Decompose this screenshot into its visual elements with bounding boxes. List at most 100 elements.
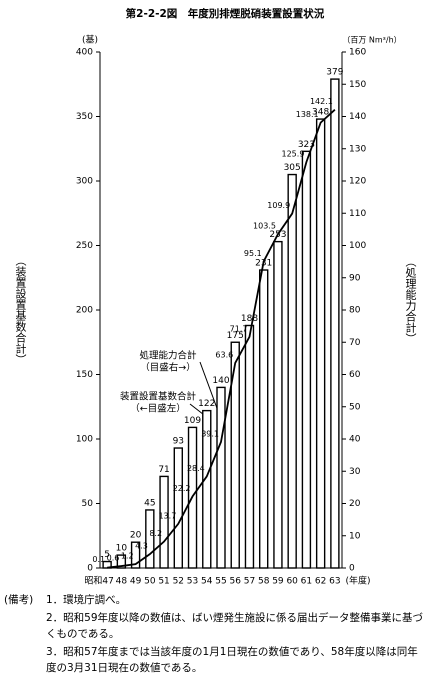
y2-tick-label: 0 — [349, 564, 355, 574]
line — [107, 109, 336, 569]
bar-value-label: 140 — [212, 376, 229, 386]
x-tick-label: 54 — [201, 577, 213, 587]
line-value-label: 39.1 — [201, 429, 219, 438]
bar — [330, 78, 340, 569]
note: 2．昭和59年度以降の数値は、ばい煙発生施設に係る届出データ整備事業に基づくもの… — [46, 612, 424, 640]
x-tick-label: 50 — [144, 577, 156, 587]
line-value-label: 0.1 — [92, 555, 105, 564]
annotation-name: 装置設置基数合計 — [120, 391, 197, 403]
bar — [315, 118, 326, 569]
bar — [301, 150, 312, 569]
y-tick-label: 200 — [76, 306, 93, 316]
annotation-note: （目盛右→） — [140, 362, 195, 374]
bar-value-label: 305 — [284, 163, 301, 173]
bar — [216, 386, 226, 569]
y-tick-label: 400 — [76, 48, 93, 58]
line-value-label: 138.1 — [296, 110, 319, 119]
bar-value-label: 348 — [312, 108, 329, 118]
y2-tick-label: 40 — [349, 435, 361, 445]
y2-tick-label: 100 — [349, 241, 366, 251]
bar-value-label: 20 — [130, 531, 142, 541]
bar — [130, 541, 141, 569]
line-value-label: 109.9 — [267, 201, 290, 210]
y2-tick-label: 10 — [349, 531, 361, 541]
y2-tick-label: 130 — [349, 144, 366, 154]
line-value-label: 0.6 — [107, 554, 120, 563]
y-tick-label: 100 — [76, 435, 93, 445]
line-value-label: 13.7 — [158, 511, 176, 520]
bar — [259, 269, 269, 569]
line-value-label: 63.6 — [215, 350, 233, 359]
line-value-label: 95.1 — [244, 249, 262, 258]
line-value-label: 103.5 — [253, 222, 276, 231]
line-value-label: 28.4 — [187, 464, 205, 473]
note: (備考) — [4, 594, 34, 606]
bar — [202, 409, 212, 569]
y2-tick-label: 60 — [349, 370, 361, 380]
y-tick-label: 0 — [87, 564, 93, 574]
bar — [230, 341, 240, 569]
bar — [145, 509, 155, 569]
line-value-label: 142.1 — [310, 97, 333, 106]
y2-tick-label: 50 — [349, 402, 361, 412]
x-tick-label: 60 — [286, 577, 298, 587]
x-tick-label: 56 — [230, 577, 242, 587]
y-tick-label: 350 — [76, 112, 93, 122]
y-unit: (基) — [82, 34, 98, 46]
y2-unit: （百万 Nm³/h） — [342, 36, 401, 45]
bar-value-label: 45 — [144, 498, 155, 508]
y2-tick-label: 30 — [349, 467, 361, 477]
bar — [287, 173, 297, 569]
y2-tick-label: 140 — [349, 112, 366, 122]
line-value-label: 22.2 — [173, 484, 191, 493]
x-tick-label: 52 — [173, 577, 184, 587]
x-tick-label: 61 — [301, 577, 312, 587]
bar — [116, 554, 127, 569]
bar — [159, 475, 169, 569]
x-tick-label: 59 — [272, 577, 284, 587]
bar-value-label: 5 — [104, 550, 110, 560]
x-tick-label: 48 — [116, 577, 128, 587]
chart: 第2-2-2図 年度別排煙脱硝装置設置状況 (基) （百万 Nm³/h） （装置… — [14, 7, 417, 587]
bar-value-label: 10 — [116, 544, 128, 554]
y2-tick-label: 90 — [349, 273, 361, 283]
x-tick-label: 昭和47 — [84, 576, 113, 587]
x-tick-label: 63 — [329, 577, 340, 587]
y-tick-label: 50 — [82, 499, 94, 509]
annotation-name: 処理能力合計 — [139, 350, 197, 362]
bar — [173, 447, 183, 569]
bar — [273, 240, 283, 569]
x-tick-label: 49 — [130, 577, 142, 587]
bar-value-label: 109 — [184, 416, 201, 426]
bar — [244, 324, 255, 569]
y2-tick-label: 160 — [349, 48, 366, 58]
bar-value-label: 122 — [198, 399, 215, 409]
note: 3．昭和57年度までは当該年度の1月1日現在の数値であり、58年度以降は同年度の… — [46, 646, 418, 674]
y-tick-label: 250 — [76, 241, 93, 251]
bar-value-label: 93 — [173, 437, 184, 447]
chart-title: 第2-2-2図 年度別排煙脱硝装置設置状況 — [126, 7, 325, 20]
bar-value-label: 379 — [326, 68, 343, 78]
note: 1．環境庁調べ。 — [46, 594, 127, 606]
x-tick-label: 62 — [315, 577, 326, 587]
y2-tick-label: 70 — [349, 338, 361, 348]
bar — [102, 560, 112, 569]
y2-tick-label: 20 — [349, 499, 361, 509]
x-tick-label: 58 — [258, 577, 270, 587]
bar-value-label: 188 — [241, 314, 258, 324]
x-tick-label: 53 — [187, 577, 198, 587]
x-tick-label: 57 — [244, 577, 255, 587]
line-value-label: 1.2 — [121, 552, 134, 561]
line-value-label: 71.7 — [230, 324, 248, 333]
line-value-label: 8.2 — [149, 529, 162, 538]
y2-label: （処理能力合計） — [404, 256, 417, 344]
line-value-label: 4.3 — [135, 542, 148, 551]
annotation-note: （←目盛左） — [130, 403, 185, 415]
x-tick-label: 51 — [158, 577, 169, 587]
bar-value-label: 175 — [227, 331, 244, 341]
line-value-label: 125.9 — [282, 149, 305, 158]
bar-value-label: 71 — [158, 465, 169, 475]
x-label: (年度) — [345, 575, 370, 587]
